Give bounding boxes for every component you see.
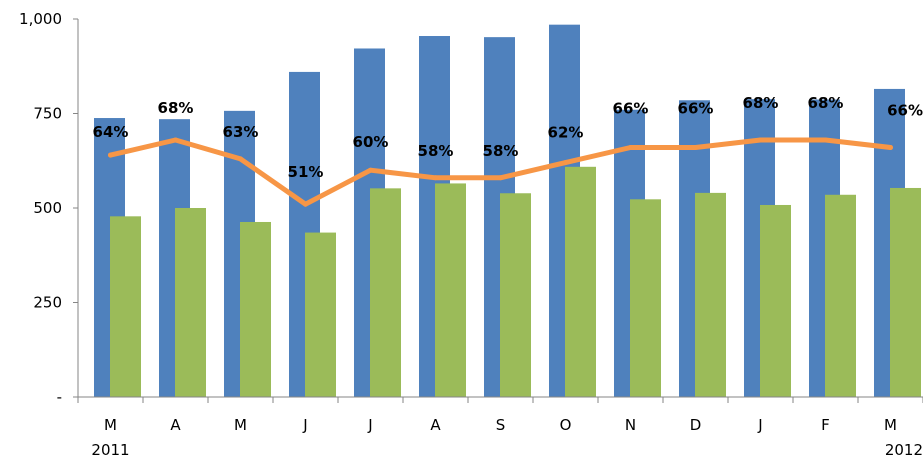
bar-secondary	[500, 193, 531, 397]
bar-secondary	[630, 199, 661, 397]
x-tick-label: A	[430, 416, 441, 434]
x-tick-label: D	[690, 416, 702, 434]
data-label: 68%	[808, 94, 844, 112]
data-label: 63%	[223, 123, 259, 141]
data-label: 66%	[887, 102, 923, 120]
line-data-labels: 64% 68% 63% 51% 60% 58% 58% 62% 66% 66% 68% 68% 66%	[93, 94, 923, 181]
bar-secondary	[110, 216, 141, 397]
x-tick-label: J	[367, 416, 372, 434]
secondary-bars	[110, 166, 921, 397]
bar-secondary	[825, 194, 856, 397]
data-label: 60%	[353, 133, 389, 151]
line-point	[693, 145, 698, 151]
y-tick-labels: - 250 500 750 1,000	[19, 10, 62, 406]
data-label: 62%	[548, 124, 584, 142]
line-point	[303, 201, 308, 207]
bar-secondary	[370, 188, 401, 397]
x-tick-label: M	[104, 416, 117, 434]
data-label: 68%	[158, 99, 194, 117]
data-label: 66%	[678, 100, 714, 118]
x-tick-label: O	[560, 416, 572, 434]
bar-secondary	[890, 187, 921, 397]
x-tick-label: N	[625, 416, 636, 434]
data-label: 58%	[418, 142, 454, 160]
year-labels: 2011 2012	[91, 441, 923, 459]
data-label: 66%	[613, 100, 649, 118]
line-point	[823, 137, 828, 143]
bar-secondary	[695, 192, 726, 397]
data-label: 58%	[483, 142, 519, 160]
x-axis-ticks	[77, 397, 923, 403]
line-point	[888, 145, 893, 151]
y-axis-ticks	[73, 18, 78, 398]
bar-secondary	[305, 232, 336, 397]
line-point	[498, 175, 503, 181]
line-point	[563, 160, 568, 166]
bar-secondary	[565, 166, 596, 397]
data-label: 51%	[288, 163, 324, 181]
line-point	[758, 137, 763, 143]
year-label: 2012	[885, 441, 923, 459]
year-label: 2011	[91, 441, 129, 459]
y-tick-label: 750	[33, 105, 62, 123]
bar-secondary	[760, 204, 791, 397]
bar-secondary	[435, 183, 466, 397]
line-point	[108, 152, 113, 158]
bar-secondary	[240, 221, 271, 397]
y-tick-label: 250	[33, 294, 62, 312]
line-point	[433, 175, 438, 181]
x-tick-label: F	[821, 416, 830, 434]
x-tick-label: S	[496, 416, 506, 434]
y-tick-label: 1,000	[19, 10, 62, 28]
line-point	[238, 156, 243, 162]
y-tick-label: -	[57, 388, 62, 406]
x-tick-label: J	[757, 416, 762, 434]
x-tick-label: M	[234, 416, 247, 434]
x-tick-label: A	[170, 416, 181, 434]
data-label: 64%	[93, 123, 129, 141]
line-series	[108, 137, 893, 207]
x-tick-label: M	[884, 416, 897, 434]
line-point	[628, 145, 633, 151]
line-point	[368, 167, 373, 173]
y-tick-label: 500	[33, 199, 62, 217]
data-label: 68%	[743, 94, 779, 112]
bar-secondary	[175, 208, 206, 397]
line-point	[173, 137, 178, 143]
x-tick-label: J	[302, 416, 307, 434]
